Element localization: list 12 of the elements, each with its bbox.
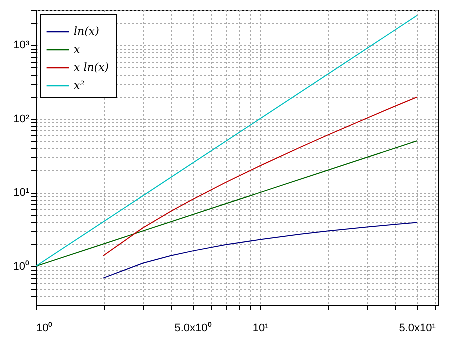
y-tick-label: 10¹ [14,187,30,200]
x-tick-label: 5.0x10¹ [399,322,436,334]
x-tick-label: 5.0x10⁰ [174,322,212,334]
legend-label: x ln(x) [74,61,110,74]
y-tick-label: 10² [14,113,30,126]
legend-label: ln(x) [74,25,100,38]
legend-label: x [74,43,81,56]
y-tick-label: 10³ [14,40,30,52]
x-tick-label: 10⁰ [36,322,53,334]
y-tick-label: 10⁰ [13,260,30,273]
x-tick-label: 10¹ [252,322,270,334]
legend-label: x² [74,79,85,92]
